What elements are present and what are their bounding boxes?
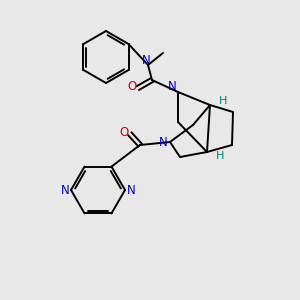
Text: H: H bbox=[219, 96, 227, 106]
Text: O: O bbox=[119, 125, 129, 139]
Text: O: O bbox=[128, 80, 136, 94]
Text: N: N bbox=[159, 136, 167, 149]
Text: N: N bbox=[168, 80, 176, 94]
Text: H: H bbox=[216, 151, 224, 161]
Text: N: N bbox=[142, 53, 150, 67]
Text: N: N bbox=[61, 184, 69, 196]
Text: N: N bbox=[127, 184, 135, 196]
